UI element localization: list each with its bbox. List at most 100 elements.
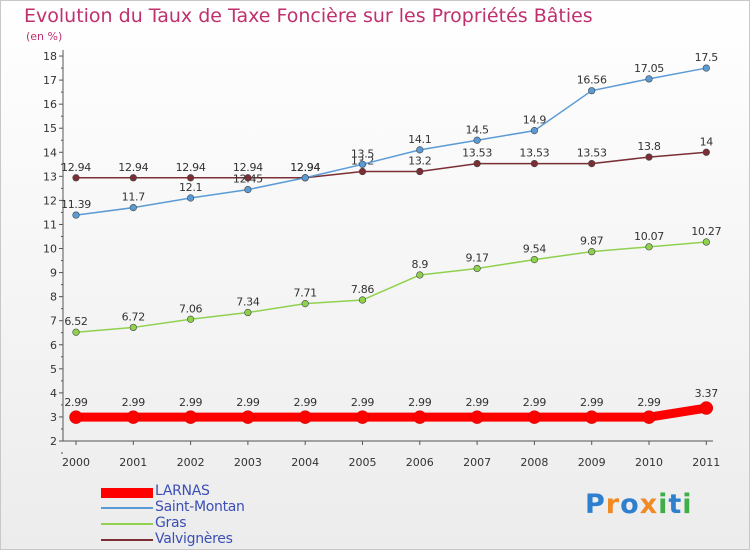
data-label: 2.99: [179, 396, 203, 409]
data-label: 10.27: [691, 225, 721, 238]
data-label: 8.9: [412, 258, 429, 271]
data-label: 6.72: [122, 310, 145, 323]
data-label: 2.99: [580, 396, 604, 409]
x-tick-label: 2009: [578, 456, 606, 469]
data-point: [473, 264, 481, 273]
y-tick-label: 18: [43, 50, 57, 63]
y-tick-label: 15: [43, 122, 57, 135]
data-point: [416, 146, 424, 154]
data-point: [129, 204, 137, 212]
data-label: 7.86: [351, 283, 375, 296]
x-tick-label: 2001: [119, 456, 147, 469]
x-tick-label: 2002: [177, 456, 205, 469]
legend-swatch: [101, 488, 153, 498]
data-label: 9.87: [580, 235, 604, 248]
logo-letter: i: [658, 489, 669, 520]
y-tick-label: 9: [50, 267, 57, 280]
data-point: [413, 410, 427, 424]
legend-label: Saint-Montan: [155, 499, 245, 515]
data-label: 12.1: [179, 181, 202, 194]
data-label: 2.99: [122, 396, 146, 409]
unit-label: (en %): [26, 30, 63, 43]
data-point: [298, 410, 312, 424]
data-point: [301, 300, 309, 308]
data-label: 10.07: [634, 230, 664, 243]
data-label: 14.1: [408, 133, 431, 146]
y-tick-label: 17: [43, 74, 57, 87]
logo-letter: i: [682, 489, 693, 520]
data-point: [416, 271, 424, 279]
data-point: [358, 160, 367, 168]
x-tick-label: 2008: [520, 456, 548, 469]
x-tick-label: 2000: [62, 456, 90, 469]
data-point: [187, 194, 195, 202]
series-valvign-res: 12.9412.9412.9412.9412.9413.213.213.5313…: [61, 135, 714, 182]
y-tick-label: 2: [50, 435, 57, 448]
data-point: [69, 410, 83, 424]
data-label: 16.56: [577, 74, 607, 87]
x-tick-label: 2003: [234, 456, 262, 469]
data-point: [72, 174, 80, 182]
legend-swatch: [101, 507, 153, 509]
series-line: [75, 67, 708, 216]
data-label: 2.99: [523, 396, 547, 409]
data-point: [183, 410, 198, 424]
x-tick-label: 2007: [463, 456, 491, 469]
y-tick-label: 3: [50, 411, 57, 424]
y-tick-label: 7: [50, 315, 57, 328]
data-point: [355, 410, 370, 424]
data-label: 11.39: [61, 198, 91, 211]
data-label: 12.94: [176, 161, 206, 174]
data-point: [129, 174, 137, 182]
data-label: 2.99: [236, 396, 260, 409]
data-point: [470, 410, 484, 424]
data-point: [126, 410, 141, 424]
data-label: 17.05: [634, 62, 664, 75]
series-larnas: 2.99 2.99 2.99 2.99 2.99 2.99 2.99 2.99 2.99 2.99…: [64, 387, 719, 424]
data-point: [129, 323, 137, 332]
x-tick-label: 2004: [291, 456, 319, 469]
logo-letter: P: [585, 489, 606, 520]
data-label: 9.17: [465, 251, 489, 264]
data-point: [244, 308, 252, 317]
data-label: 2.99: [294, 396, 318, 409]
x-tick-label: 2006: [406, 456, 434, 469]
y-tick-label: 13: [43, 170, 57, 183]
data-point: [702, 238, 710, 246]
data-point: [588, 87, 596, 95]
data-label: 17.5: [695, 51, 719, 64]
data-point: [584, 410, 599, 424]
series-saint-montan: 11.3911.712.112.4512.9413.514.114.514.91…: [61, 51, 719, 219]
data-label: 12.94: [290, 161, 320, 174]
y-tick-label: 6: [50, 339, 57, 352]
data-point: [530, 255, 539, 264]
data-label: 13.8: [637, 140, 661, 153]
data-label: 3.37: [695, 387, 719, 400]
data-point: [702, 148, 710, 156]
legend-swatch: [101, 523, 153, 525]
data-label: 11.7: [122, 191, 146, 204]
legend-label: Valvignères: [155, 531, 233, 547]
data-point: [588, 159, 596, 168]
data-label: 13.53: [519, 147, 549, 160]
data-label: 2.99: [64, 396, 88, 409]
series-gras: 6.52 6.72 7.06 7.34 7.71 7.86 8.9 9.17 9.54 9.87 1…: [64, 225, 722, 336]
y-tick-label: 8: [50, 291, 57, 304]
data-point: [645, 243, 653, 251]
data-point: [301, 174, 309, 182]
y-tick-label: 16: [43, 98, 57, 111]
data-point: [699, 401, 714, 415]
data-point: [527, 410, 542, 424]
data-label: 12.45: [233, 173, 263, 186]
data-point: [72, 328, 80, 336]
proxiti-logo: Proxiti: [585, 489, 693, 520]
y-tick-label: 14: [43, 146, 57, 159]
data-label: 7.06: [179, 302, 203, 315]
data-point: [416, 167, 424, 176]
data-point: [645, 75, 653, 83]
series-line: [71, 403, 711, 422]
data-point: [187, 174, 195, 182]
data-label: 13.53: [462, 147, 492, 160]
